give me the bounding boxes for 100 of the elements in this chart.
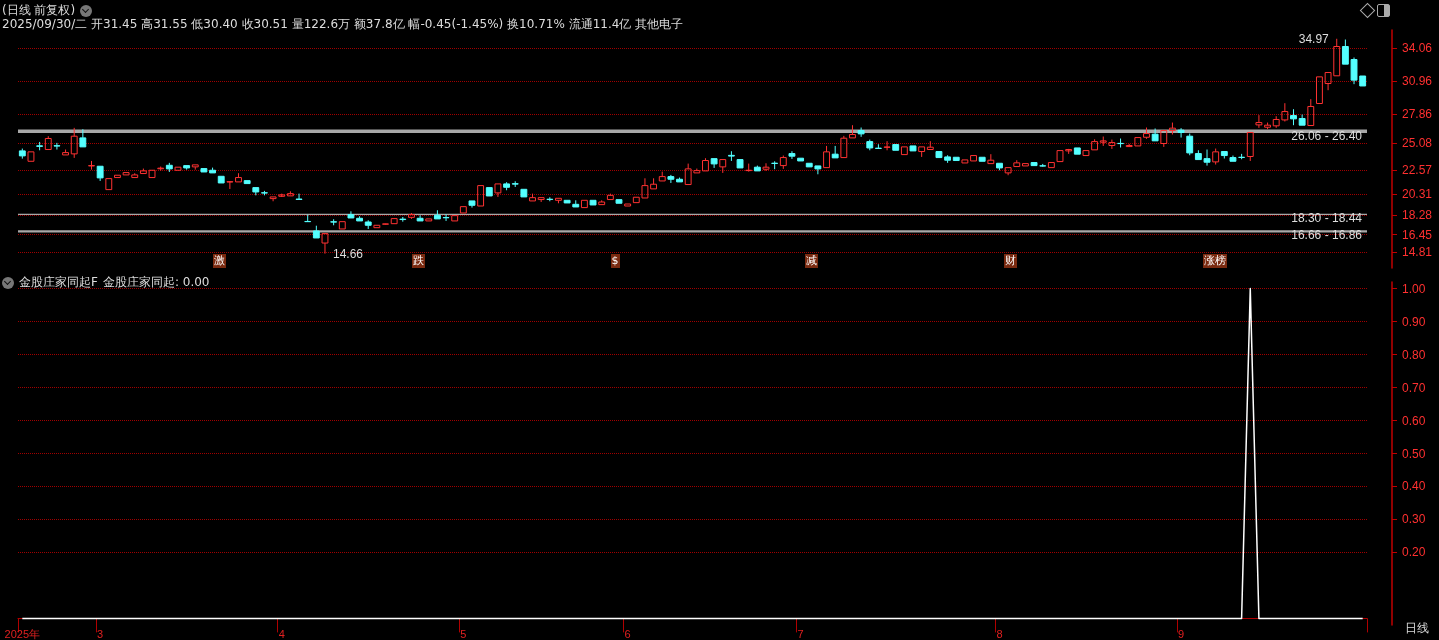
candlestick [174,166,182,171]
candlestick [589,199,597,206]
candlestick [1307,98,1315,127]
candlestick [468,200,476,209]
x-tick-label: 4 [278,627,285,640]
candlestick [909,145,917,152]
y-tick-label: 27.86 [1402,106,1433,121]
y-tick-label: 25.08 [1402,136,1433,151]
candlestick [537,197,545,203]
candlestick [226,180,234,190]
candlestick [892,144,900,151]
candlestick [970,155,977,162]
y-tick-label: 22.57 [1402,162,1433,177]
y-tick-label: 18.28 [1402,208,1433,223]
candlestick [900,146,908,156]
candlestick [961,159,969,164]
y-tick-label: 14.81 [1402,245,1433,260]
candlestick [762,162,770,172]
candlestick [1091,138,1099,151]
candlestick [849,124,856,139]
candlestick [667,174,675,184]
y-tick-label: 0.90 [1402,314,1426,329]
candlestick [1255,114,1263,129]
candlestick [1073,147,1081,155]
candlestick [295,193,303,201]
candlestick [53,142,61,151]
candlestick [797,157,805,162]
annotation: 涨榜 [1203,254,1228,268]
candlestick [1160,129,1168,148]
candlestick [1298,114,1306,126]
candlestick [831,145,839,159]
x-tick-label: 8 [996,627,1003,640]
candlestick [27,151,35,162]
annotation: 激 [212,254,226,268]
candlestick [451,215,459,222]
y-tick-label: 0.60 [1402,413,1426,428]
y-tick-label: 0.50 [1402,446,1426,461]
candlestick [105,178,113,191]
y-tick-label: 34.06 [1402,41,1433,56]
candlestick [217,175,225,184]
candlestick [580,199,588,209]
annotation: 34.97 [1298,31,1330,46]
y-tick-label: 0.40 [1402,479,1426,494]
candlestick [1082,150,1090,157]
chart-title: (日线 前复权) [2,2,76,19]
x-tick-label: 7 [797,627,804,640]
y-tick-label: 0.30 [1402,512,1426,527]
candlestick [926,140,934,151]
candlestick [1151,127,1159,142]
candlestick [235,172,242,183]
candlestick [615,199,623,204]
candlestick [286,190,294,197]
candlestick [840,135,848,159]
candlestick [710,158,718,169]
x-tick-label: 6 [624,627,631,640]
annotation: 减 [805,254,819,268]
y-tick-label: 0.70 [1402,380,1426,395]
candlestick [477,185,485,207]
candlestick [416,214,424,222]
candlestick [485,187,493,197]
band-label: 18.30 - 18.44 [1291,211,1363,226]
annotation: 跌 [411,254,425,268]
candlestick [1177,127,1185,139]
candlestick [918,146,926,158]
y-tick-label: 16.45 [1402,227,1433,242]
candlestick [44,135,52,151]
y-tick-label: 30.96 [1402,74,1433,89]
candlestick [373,224,381,229]
x-axis-title: 日线 [1405,621,1429,636]
x-tick-label: 2025年 [4,627,41,640]
candlestick [987,153,995,165]
candlestick [390,218,398,225]
candlestick [883,140,891,151]
candlestick [978,156,986,162]
candlestick [1246,132,1254,162]
y-tick-label: 1.00 [1402,281,1426,296]
candlestick [1004,167,1012,176]
candlestick [425,218,433,222]
candlestick [494,183,502,198]
candlestick [459,206,467,214]
x-tick-label: 5 [460,627,467,640]
candlestick [563,199,571,204]
candlestick [1021,163,1029,167]
candlestick [79,128,87,148]
band-label: 16.66 - 16.86 [1291,228,1363,243]
candlestick [952,156,960,162]
annotation: $ [610,254,620,268]
candlestick [321,233,329,255]
candlestick [1047,162,1055,169]
candlestick [243,180,251,185]
candlestick [702,157,709,172]
chart-subtitle: 2025/09/30/二 开31.45 高31.55 低30.40 收30.51 量122.6万 额37.8亿 幅-0.45(-1.45%) 换10.71% 流通11.4亿 其他电子 [2,16,684,33]
y-tick-label: 0.80 [1402,347,1426,362]
candlestick [1220,151,1228,160]
candlestick [572,199,580,208]
annotation: 金股庄家同起: 0.00 [102,274,210,291]
x-tick-label: 3 [97,627,104,640]
candlestick [114,174,121,179]
y-tick-label: 0.20 [1402,545,1426,560]
candlestick [624,203,632,207]
